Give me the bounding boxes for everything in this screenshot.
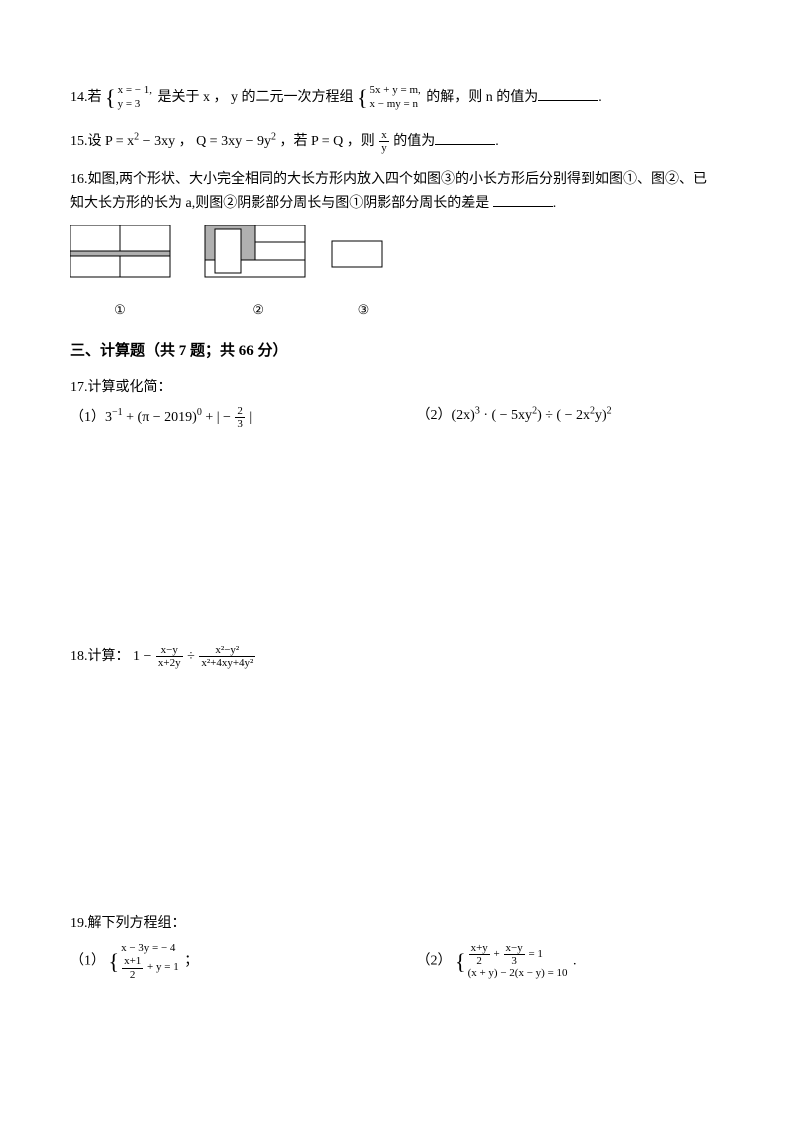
t: ； [181,953,199,968]
q14-case1: x = − 1, [118,84,152,98]
frac-den: 3 [504,955,525,967]
row: (x + y) − 2(x − y) = 10 [468,967,568,981]
fraction: xy [379,129,389,154]
row: x − 3y = − 4 [121,942,179,956]
q19-parts: （1） { x − 3y = − 4 x+12 + y = 1 ； （2） { … [70,942,723,981]
t: | [246,410,252,425]
fraction: x−yx+2y [156,644,183,669]
frac-num: x [379,129,389,142]
label: （2） [417,953,452,968]
frac-num: x²−y² [199,644,255,657]
fraction: x+y2 [469,942,490,967]
figure-labels: ① ② ③ [70,300,723,321]
q18-title: 18.计算： 1 − [70,649,155,664]
q19-title: 19.解下列方程组： [70,913,723,935]
blank [538,85,598,101]
t: + [491,948,503,960]
brace-icon: { [357,80,368,115]
t: . [570,953,577,968]
workspace [70,444,723,644]
workspace [70,683,723,913]
rectangles-diagram [70,225,390,287]
fig-label-1: ① [70,300,170,321]
t: · ( − 5xy [480,408,532,423]
t: + (π − 2019) [123,410,197,425]
q17-parts: （1）3−1 + (π − 2019)0 + | − 23 | （2）(2x)3… [70,405,723,430]
q16-line2: 知大长方形的长为 a,则图②阴影部分周长与图①阴影部分周长的差是 [70,196,493,211]
q17-part1: （1）3−1 + (π − 2019)0 + | − 23 | [70,405,377,430]
q15-mid1: − 3xy ， Q = 3xy − 9y [139,134,271,149]
cases: x − 3y = − 4 x+12 + y = 1 [121,942,179,981]
q16-suffix: . [553,196,557,211]
q15-suffix: . [495,134,499,149]
blank [493,191,553,207]
row: x+y2 + x−y3 = 1 [468,942,568,967]
question-18: 18.计算： 1 − x−yx+2y ÷ x²−y²x²+4xy+4y² [70,644,723,669]
question-19: 19.解下列方程组： （1） { x − 3y = − 4 x+12 + y =… [70,913,723,980]
frac-num: x+y [469,942,490,955]
t: = 1 [526,948,543,960]
fig-label-3: ③ [339,300,389,321]
t: + | − [202,410,235,425]
frac-den: y [379,142,389,154]
row: x+12 + y = 1 [121,955,179,980]
q19-part1: （1） { x − 3y = − 4 x+12 + y = 1 ； [70,942,377,981]
q17-part2: （2）(2x)3 · ( − 5xy2) ÷ ( − 2x2y)2 [417,405,724,430]
frac-num: x−y [504,942,525,955]
question-14: 14.若 { x = − 1, y = 3 是关于 x ， y 的二元一次方程组… [70,80,723,115]
fig-label-2: ② [208,300,308,321]
q15-prefix: 15.设 P = x [70,134,134,149]
exp: 2 [607,405,612,416]
fraction: x+12 [122,955,143,980]
frac-den: 3 [235,418,245,430]
q15-mid2: ，若 P = Q ，则 [276,134,378,149]
t: + y = 1 [144,962,178,974]
frac-num: x+1 [122,955,143,968]
q14-suffix: . [598,90,602,105]
frac-num: 2 [235,405,245,418]
label: （1） [70,953,105,968]
t: ÷ [184,649,199,664]
t: y) [595,408,607,423]
q14-mid1: 是关于 x ， y 的二元一次方程组 [157,90,353,105]
blank [435,129,495,145]
exp: −1 [112,407,123,418]
frac-den: x²+4xy+4y² [199,657,255,669]
cases: x+y2 + x−y3 = 1 (x + y) − 2(x − y) = 10 [468,942,568,981]
q14-case4: x − my = n [370,98,421,112]
brace-icon: { [109,944,120,979]
question-15: 15.设 P = x2 − 3xy ， Q = 3xy − 9y2 ，若 P =… [70,129,723,154]
q16-line1: 16.如图,两个形状、大小完全相同的大长方形内放入四个如图③的小长方形后分别得到… [70,169,723,191]
q16-figures: ① ② ③ [70,225,723,320]
q14-case3: 5x + y = m, [370,84,421,98]
q14-cases-1: x = − 1, y = 3 [118,84,152,112]
t: ) ÷ ( − 2x [537,408,590,423]
brace-icon: { [105,80,116,115]
frac-den: 2 [122,969,143,981]
brace-icon: { [455,944,466,979]
section-3-title: 三、计算题（共 7 题；共 66 分） [70,339,723,363]
q19-part2: （2） { x+y2 + x−y3 = 1 (x + y) − 2(x − y)… [417,942,724,981]
t: （1）3 [70,410,112,425]
q14-prefix: 14.若 [70,90,102,105]
q16-line2-wrap: 知大长方形的长为 a,则图②阴影部分周长与图①阴影部分周长的差是 . [70,191,723,215]
q17-title: 17.计算或化简： [70,377,723,399]
fraction: x−y3 [504,942,525,967]
frac-den: 2 [469,955,490,967]
q14-cases-2: 5x + y = m, x − my = n [370,84,421,112]
question-17: 17.计算或化简： （1）3−1 + (π − 2019)0 + | − 23 … [70,377,723,431]
question-16: 16.如图,两个形状、大小完全相同的大长方形内放入四个如图③的小长方形后分别得到… [70,169,723,321]
frac-num: x−y [156,644,183,657]
frac-den: x+2y [156,657,183,669]
fraction: 23 [235,405,245,430]
fraction: x²−y²x²+4xy+4y² [199,644,255,669]
t: （2）(2x) [417,408,475,423]
q15-mid3: 的值为 [390,134,436,149]
q14-mid2: 的解，则 n 的值为 [426,90,538,105]
q14-case2: y = 3 [118,98,152,112]
